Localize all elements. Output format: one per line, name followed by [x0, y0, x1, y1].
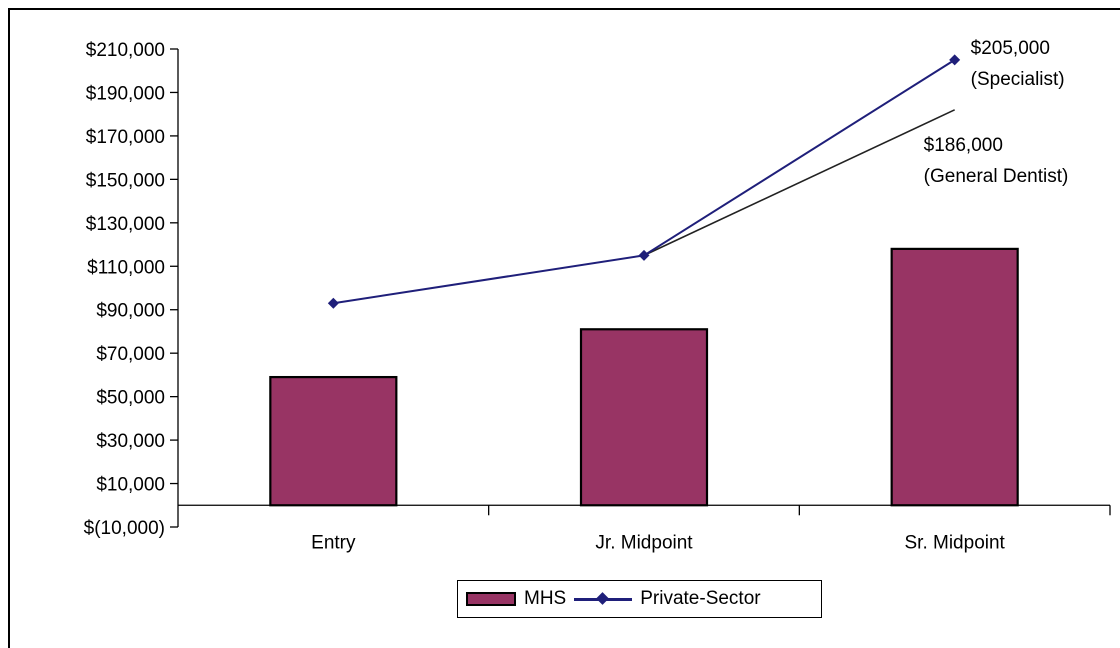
line-private-sector [333, 59, 956, 305]
legend: MHS Private-Sector [457, 580, 822, 618]
x-category-label: Jr. Midpoint [595, 532, 693, 553]
y-tick-label: $130,000 [86, 214, 165, 235]
line-general-dentist [643, 109, 956, 257]
point-private-sector [949, 54, 961, 66]
x-category-label: Sr. Midpoint [905, 532, 1006, 553]
point-private-sector [327, 297, 339, 309]
chart-frame [8, 8, 1120, 648]
y-tick-label: $150,000 [86, 170, 165, 191]
annotation-specialist-label: (Specialist) [971, 69, 1065, 90]
annotation-specialist-value: $205,000 [971, 38, 1050, 59]
y-tick-label: $190,000 [86, 83, 165, 104]
annotation-general-label: (General Dentist) [924, 166, 1069, 187]
y-tick-label: $10,000 [96, 475, 165, 496]
y-tick-label: $210,000 [86, 40, 165, 61]
bar-mhs [890, 247, 1019, 507]
legend-private-line-icon [574, 592, 633, 606]
y-tick-label: $30,000 [96, 431, 165, 452]
legend-mhs-label: MHS [524, 588, 567, 609]
y-tick-label: $110,000 [87, 257, 165, 278]
legend-mhs-swatch [466, 592, 516, 606]
y-tick-label: $90,000 [96, 301, 165, 322]
chart-svg: $(10,000) $10,000 $30,000 $50,000 $70,000 $90… [84, 38, 1111, 553]
bar-mhs [269, 375, 398, 507]
bar-mhs [579, 328, 709, 507]
y-tick-label: $50,000 [96, 388, 165, 409]
point-private-sector [638, 249, 650, 261]
x-category-label: Entry [311, 532, 356, 553]
y-tick-label: $170,000 [86, 127, 165, 148]
y-tick-label: $70,000 [96, 344, 165, 365]
y-tick-label: $(10,000) [84, 518, 165, 539]
annotation-general-value: $186,000 [924, 135, 1003, 156]
legend-private-label: Private-Sector [640, 588, 761, 609]
